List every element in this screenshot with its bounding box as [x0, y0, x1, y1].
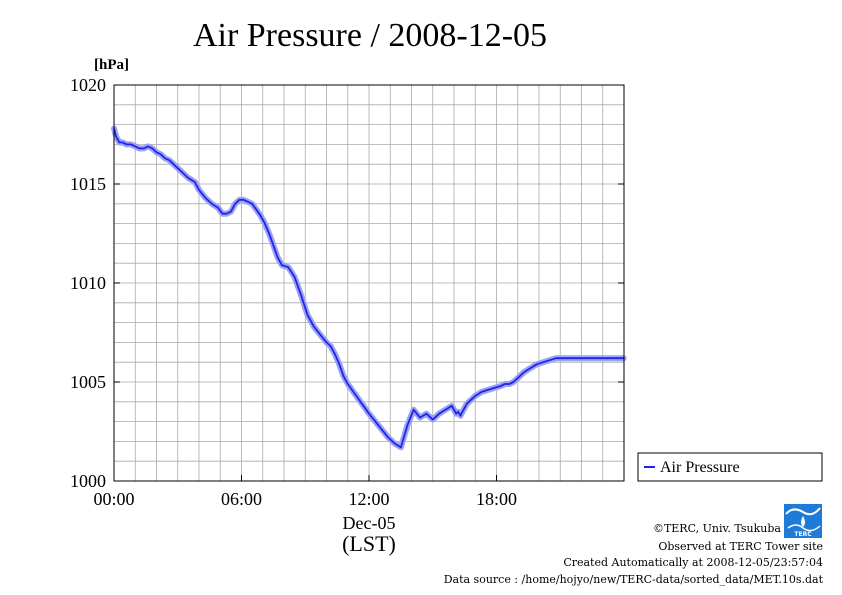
y-tick-label: 1005: [70, 372, 106, 392]
created-text: Created Automatically at 2008-12-05/23:5…: [563, 556, 823, 569]
y-tick-label: 1000: [70, 471, 106, 491]
y-tick-label: 1020: [70, 75, 106, 95]
x-axis-label: (LST): [342, 531, 396, 556]
x-tick-label: 18:00: [476, 489, 517, 509]
axis-ticks: 1000 1005 1010 1015 1020 00:00 06:00 12:00 18:00: [70, 75, 624, 509]
terc-logo: TERC: [784, 504, 822, 538]
chart-title: Air Pressure / 2008-12-05: [193, 17, 547, 54]
legend-box: [637, 452, 823, 482]
x-tick-label: 06:00: [221, 489, 262, 509]
copyright-text: ©TERC, Univ. Tsukuba: [653, 522, 781, 535]
x-tick-label: 12:00: [348, 489, 389, 509]
series-line-air-pressure: [113, 128, 624, 449]
observed-text: Observed at TERC Tower site: [658, 540, 823, 553]
legend-label: Air Pressure: [660, 459, 740, 476]
x-tick-label: 00:00: [93, 489, 134, 509]
x-date-label: Dec-05: [343, 513, 396, 533]
legend: Air Pressure: [637, 452, 823, 482]
source-text: Data source : /home/hojyo/new/TERC-data/…: [444, 573, 824, 586]
y-tick-label: 1010: [70, 273, 106, 293]
series-lines: [113, 128, 624, 449]
y-unit-label: [hPa]: [94, 57, 129, 73]
y-tick-label: 1015: [70, 174, 106, 194]
grid-lines: [114, 85, 624, 481]
logo-text: TERC: [794, 531, 812, 538]
